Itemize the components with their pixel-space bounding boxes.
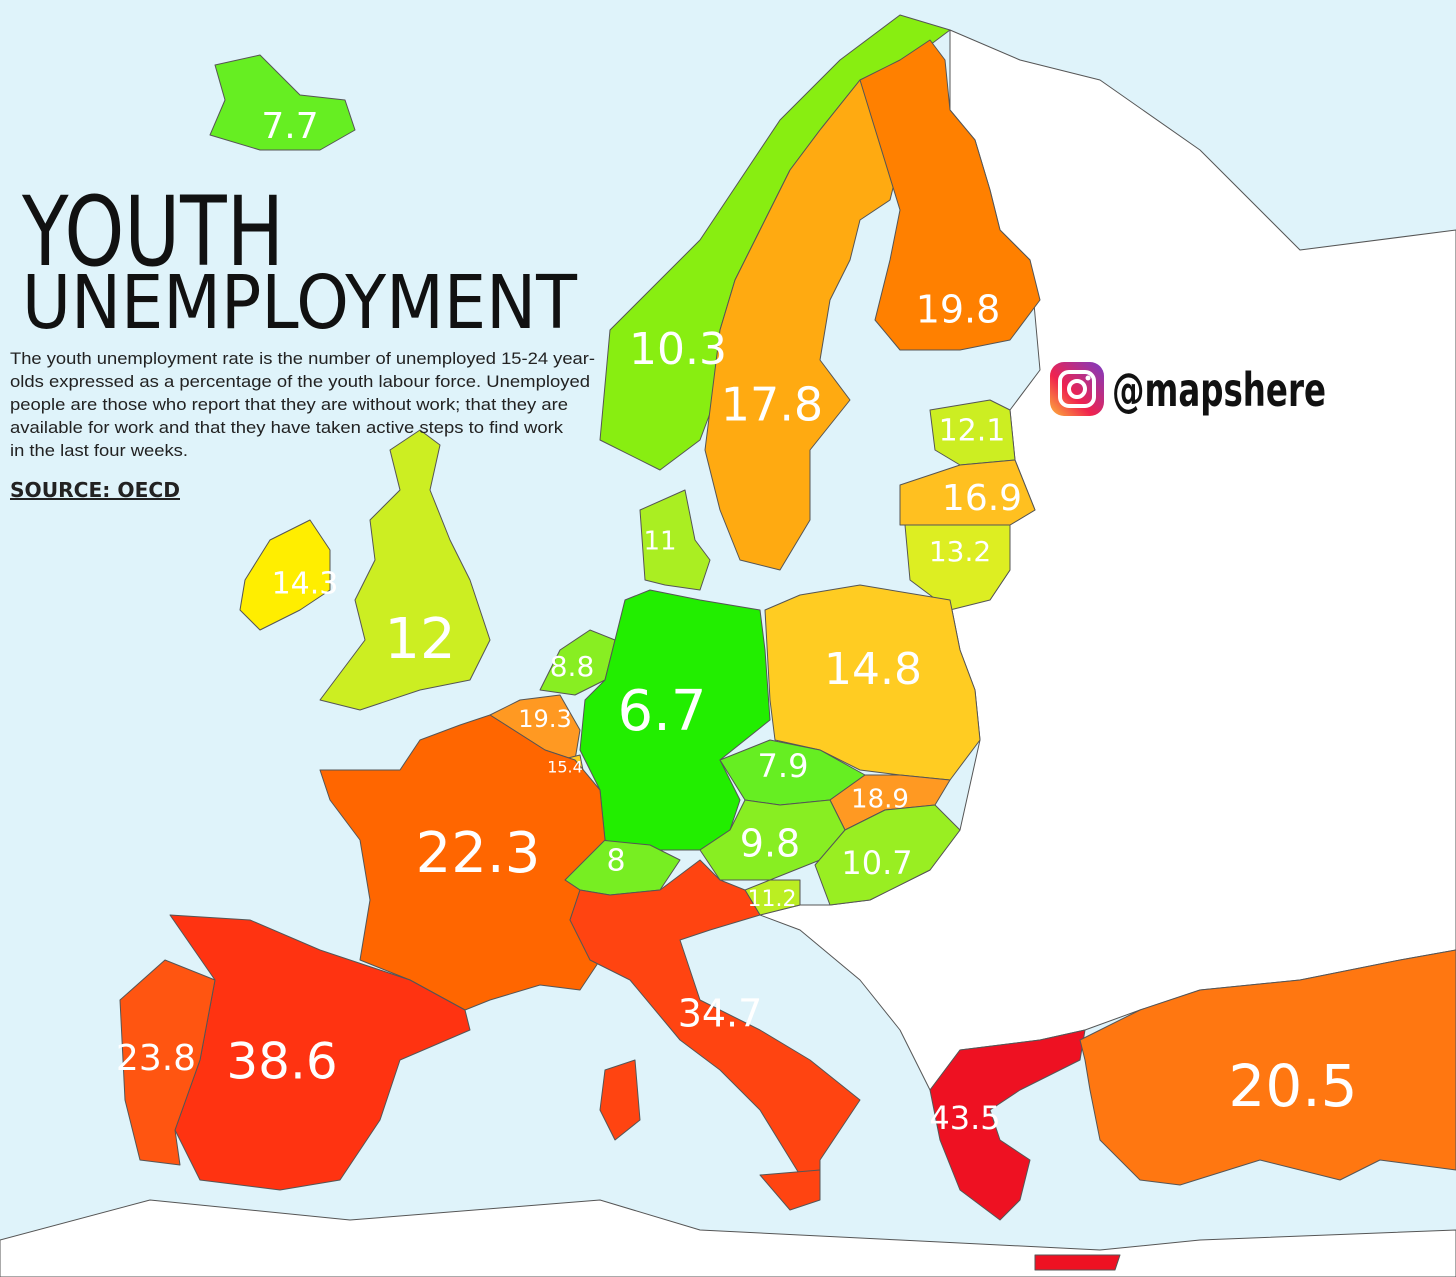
value-label: 20.5 xyxy=(1228,1052,1357,1120)
value-label: 34.7 xyxy=(678,992,763,1036)
country xyxy=(1034,1254,1121,1271)
value-label: 19.8 xyxy=(916,288,1001,332)
value-label: 18.9 xyxy=(851,785,909,815)
country xyxy=(209,54,356,151)
country xyxy=(569,859,861,1191)
country xyxy=(929,1029,1086,1221)
country xyxy=(814,804,961,906)
value-label: 7.9 xyxy=(758,747,809,785)
country xyxy=(859,39,1041,351)
value-label: 14.8 xyxy=(824,644,922,695)
value-label: 22.3 xyxy=(416,821,541,886)
value-label: 8.8 xyxy=(550,650,595,683)
country xyxy=(904,524,1011,611)
value-label: 17.8 xyxy=(721,378,823,432)
value-label: 7.7 xyxy=(261,106,318,147)
value-label: 9.8 xyxy=(740,822,800,866)
country xyxy=(579,589,771,851)
country xyxy=(704,79,901,571)
country xyxy=(319,429,491,711)
value-label: 10.7 xyxy=(841,844,912,882)
description: The youth unemployment rate is the numbe… xyxy=(10,349,595,368)
country xyxy=(759,1169,821,1211)
labels: 7.7 10.317.8 19.8 12.1 16.9 13.2 11 14.3 12 8.8 19… xyxy=(116,106,1358,1137)
country xyxy=(239,519,331,631)
value-label: 6.7 xyxy=(617,679,706,744)
handle: @mapshere xyxy=(1112,363,1326,417)
country xyxy=(599,1059,641,1141)
country xyxy=(639,489,711,591)
instagram-icon xyxy=(1050,362,1104,416)
country xyxy=(119,959,216,1166)
value-label: 8 xyxy=(606,844,625,879)
country xyxy=(764,584,981,781)
value-label: 12 xyxy=(384,607,455,672)
value-label: 13.2 xyxy=(929,535,991,568)
value-label: 11.2 xyxy=(748,887,797,912)
regions xyxy=(119,14,1456,1271)
description: olds expressed as a percentage of the yo… xyxy=(10,372,590,391)
value-label: 38.6 xyxy=(226,1033,337,1091)
value-label: 15.4 xyxy=(547,758,583,777)
title: UNEMPLOYMENT xyxy=(22,260,578,346)
value-label: 14.3 xyxy=(272,567,339,602)
description: people are those who report that they ar… xyxy=(10,395,568,414)
description: in the last four weeks. xyxy=(10,441,188,460)
country xyxy=(699,799,846,881)
title: YOUTH xyxy=(21,176,284,288)
value-label: 10.3 xyxy=(629,324,727,375)
value-label: 16.9 xyxy=(942,478,1022,519)
description: available for work and that they have ta… xyxy=(10,418,564,437)
value-label: 11 xyxy=(643,527,676,557)
value-label: 19.3 xyxy=(518,705,571,733)
value-label: 43.5 xyxy=(929,1099,1000,1137)
country xyxy=(1079,949,1456,1186)
value-label: 12.1 xyxy=(939,414,1006,449)
source: SOURCE: OECD xyxy=(10,478,180,502)
value-label: 23.8 xyxy=(116,1038,196,1079)
